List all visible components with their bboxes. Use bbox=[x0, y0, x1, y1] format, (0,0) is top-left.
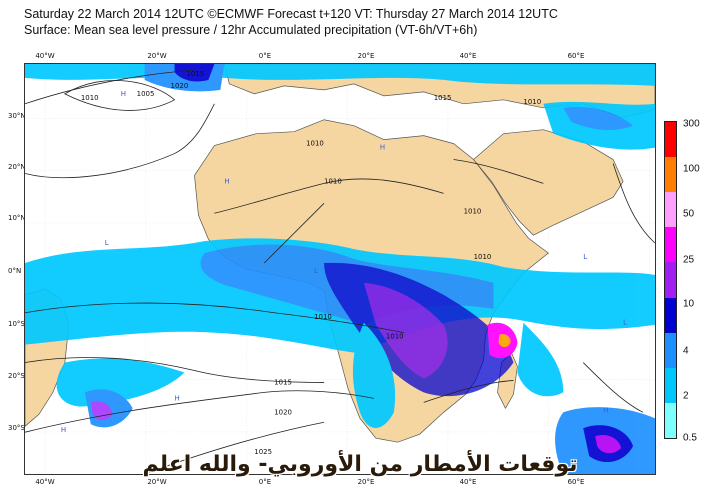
colorbar-label: 4 bbox=[683, 345, 689, 357]
lon-tick-bottom: 0°E bbox=[258, 478, 272, 486]
forecast-title: Saturday 22 March 2014 12UTC ©ECMWF Fore… bbox=[24, 7, 558, 21]
isobar-label: 1025 bbox=[254, 448, 272, 456]
lat-tick: 10°S bbox=[8, 320, 25, 328]
isobar-label: 1005 bbox=[137, 90, 155, 98]
colorbar-segment bbox=[665, 297, 676, 334]
lon-tick-bottom: 20°E bbox=[357, 478, 375, 486]
lat-tick: 30°S bbox=[8, 424, 25, 432]
lat-tick: 20°S bbox=[8, 372, 25, 380]
colorbar-segment bbox=[665, 332, 676, 369]
isobar-label: 1020 bbox=[171, 82, 189, 90]
lat-tick: 0°N bbox=[8, 267, 22, 275]
lon-tick-bottom: 40°E bbox=[459, 478, 477, 486]
lon-tick-top: 20°W bbox=[147, 52, 167, 60]
lat-tick: 10°N bbox=[8, 214, 26, 222]
low-pressure-marker: L bbox=[583, 253, 587, 261]
isobar-label: 1010 bbox=[81, 94, 99, 102]
isobar-label: 1010 bbox=[306, 140, 324, 148]
low-pressure-marker: L bbox=[314, 267, 318, 275]
high-pressure-marker: H bbox=[380, 144, 385, 152]
high-pressure-marker: H bbox=[224, 177, 229, 185]
colorbar-label: 50 bbox=[683, 208, 695, 220]
colorbar-segment bbox=[665, 122, 676, 158]
lon-tick-top: 20°E bbox=[357, 52, 375, 60]
isobar-label: 1010 bbox=[324, 177, 342, 185]
isobar-label: 1020 bbox=[274, 408, 292, 416]
high-pressure-marker: H bbox=[121, 90, 126, 98]
isobar-label: 1010 bbox=[474, 253, 492, 261]
precipitation-layer bbox=[25, 64, 655, 474]
colorbar-label: 2 bbox=[683, 390, 689, 402]
colorbar-label: 25 bbox=[683, 254, 695, 266]
isobar-label: 1010 bbox=[386, 333, 404, 341]
lon-tick-top: 40°W bbox=[35, 52, 55, 60]
pressure-markers: H H H L L L L H H H bbox=[61, 90, 627, 434]
lon-tick-top: 60°E bbox=[567, 52, 585, 60]
map-canvas: 1015 1020 1010 1005 1015 1010 1010 1010 … bbox=[25, 64, 655, 474]
lon-tick-bottom: 60°E bbox=[567, 478, 585, 486]
low-pressure-marker: L bbox=[623, 319, 627, 327]
colorbar-segment bbox=[665, 227, 676, 263]
isobar-label: 1010 bbox=[314, 313, 332, 321]
colorbar-segment bbox=[665, 192, 676, 228]
high-pressure-marker: H bbox=[603, 406, 608, 414]
lon-tick-bottom: 20°W bbox=[147, 478, 167, 486]
precipitation-colorbar bbox=[664, 121, 677, 439]
high-pressure-marker: H bbox=[61, 426, 66, 434]
colorbar-segment bbox=[665, 262, 676, 299]
lat-tick: 30°N bbox=[8, 112, 26, 120]
forecast-subtitle: Surface: Mean sea level pressure / 12hr … bbox=[24, 23, 478, 37]
lon-tick-top: 40°E bbox=[459, 52, 477, 60]
colorbar-label: 0.5 bbox=[683, 432, 697, 444]
colorbar-label: 300 bbox=[683, 118, 700, 130]
isobar-label: 1015 bbox=[434, 94, 452, 102]
colorbar-label: 10 bbox=[683, 298, 695, 310]
colorbar-segment bbox=[665, 157, 676, 193]
colorbar-segment bbox=[665, 402, 676, 439]
isobar-label: 1010 bbox=[464, 207, 482, 215]
arabic-caption-overlay: توقعات الأمطار من الأوروبي- والله اعلم bbox=[142, 452, 578, 477]
isobar-label: 1010 bbox=[523, 98, 541, 106]
arabia-landmass bbox=[473, 129, 624, 236]
forecast-map: 1015 1020 1010 1005 1015 1010 1010 1010 … bbox=[24, 63, 656, 475]
map-header: Saturday 22 March 2014 12UTC ©ECMWF Fore… bbox=[24, 6, 558, 38]
lon-tick-top: 0°E bbox=[258, 52, 272, 60]
isobar-labels: 1015 1020 1010 1005 1015 1010 1010 1010 … bbox=[81, 70, 541, 456]
high-pressure-marker: H bbox=[175, 394, 180, 402]
colorbar-label: 100 bbox=[683, 163, 700, 175]
isobar-label: 1015 bbox=[186, 70, 204, 78]
isobars bbox=[25, 69, 655, 474]
isobar-label: 1015 bbox=[274, 378, 292, 386]
colorbar-segment bbox=[665, 367, 676, 404]
low-pressure-marker: L bbox=[105, 239, 109, 247]
lon-tick-bottom: 40°W bbox=[35, 478, 55, 486]
lat-tick: 20°N bbox=[8, 163, 26, 171]
